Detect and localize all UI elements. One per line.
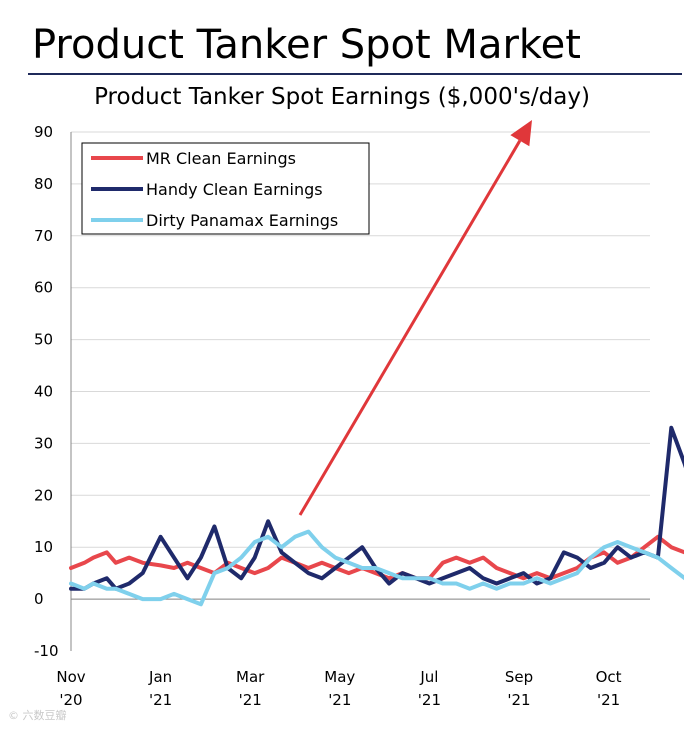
trend-arrow [298, 120, 532, 516]
y-axis-ticks: -10 0 10 20 30 40 50 60 70 80 90 [34, 123, 59, 660]
y-tick-label: -10 [34, 642, 59, 660]
legend-label-0: MR Clean Earnings [146, 149, 296, 168]
x-tick-label: Nov [56, 668, 85, 686]
y-tick-label: 50 [34, 331, 53, 349]
axes [70, 132, 650, 651]
x-axis-ticks: Nov '20 Jan '21 Mar '21 May '21 Jul '21 Sep '21 Oct '… [56, 668, 684, 709]
legend-label-1: Handy Clean Earnings [146, 180, 323, 199]
y-tick-label: 30 [34, 434, 53, 452]
x-tick-label: Mar [236, 668, 265, 686]
title-rule [28, 73, 682, 75]
x-tick-label: '21 [149, 691, 172, 709]
x-tick-label: '21 [597, 691, 620, 709]
x-tick-label: Jan [148, 668, 172, 686]
legend: MR Clean Earnings Handy Clean Earnings Dir… [81, 142, 370, 235]
y-tick-label: 0 [34, 590, 44, 608]
series-line-1 [69, 425, 684, 591]
series-line-2 [69, 529, 684, 607]
page-title: Product Tanker Spot Market [32, 22, 581, 68]
x-tick-label: '20 [59, 691, 82, 709]
y-tick-label: 20 [34, 486, 53, 504]
x-tick-label: May [324, 668, 355, 686]
trend-arrow-head [510, 120, 532, 147]
x-tick-label: Oct [596, 668, 622, 686]
y-tick-label: 10 [34, 538, 53, 556]
legend-label-2: Dirty Panamax Earnings [146, 211, 338, 230]
watermark: © 六数豆瓣 [8, 709, 67, 722]
trend-arrow-shaft [298, 139, 522, 516]
series-lines [69, 425, 684, 607]
series-line-0 [69, 534, 684, 581]
y-tick-label: 40 [34, 383, 53, 401]
x-tick-label: '21 [239, 691, 262, 709]
x-tick-label: '21 [328, 691, 351, 709]
x-tick-label: '21 [418, 691, 441, 709]
x-tick-label: Sep [505, 668, 533, 686]
gridlines [71, 131, 650, 600]
x-tick-label: Jul [419, 668, 438, 686]
y-tick-label: 60 [34, 279, 53, 297]
chart-title: Product Tanker Spot Earnings ($,000's/da… [94, 84, 590, 110]
y-tick-label: 80 [34, 175, 53, 193]
y-tick-label: 90 [34, 123, 53, 141]
y-tick-label: 70 [34, 227, 53, 245]
x-tick-label: '21 [507, 691, 530, 709]
